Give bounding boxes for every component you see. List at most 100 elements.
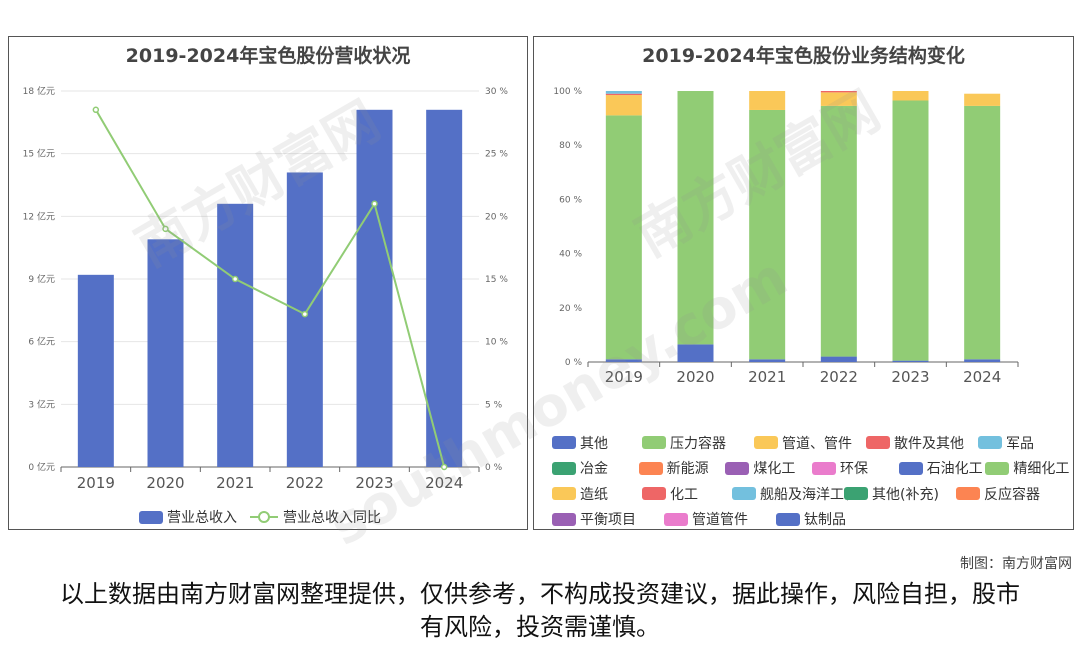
structure-chart-panel: 2019-2024年宝色股份业务结构变化 0 % 20 % 40 % 60 % 80 %…	[533, 36, 1074, 530]
y-right-tick-label: 0 %	[485, 463, 503, 473]
legend-item[interactable]: 散件及其他	[866, 433, 978, 453]
legend-swatch	[638, 461, 663, 475]
legend-growth-swatch	[250, 511, 278, 523]
growth-point	[92, 106, 100, 114]
legend-swatch	[552, 461, 576, 475]
legend-label: 化工	[670, 486, 698, 503]
legend-label: 散件及其他	[894, 435, 964, 452]
legend-item[interactable]: 平衡项目	[552, 509, 664, 529]
legend-label: 精细化工	[1013, 461, 1070, 478]
legend-item[interactable]: 新能源	[638, 458, 726, 478]
y-right-tick-label: 25 %	[485, 150, 508, 160]
y-right-tick-label: 10 %	[485, 338, 508, 348]
legend-item[interactable]: 压力容器	[642, 433, 754, 453]
x-tick-label: 2020	[146, 474, 184, 492]
y-right-tick-label: 30 %	[485, 87, 508, 97]
legend-item[interactable]: 环保	[812, 458, 899, 478]
legend-item[interactable]: 化工	[642, 484, 732, 504]
legend-label: 其他(补充)	[872, 486, 939, 503]
legend-swatch	[956, 487, 980, 501]
legend-swatch	[866, 436, 890, 450]
legend-label: 管道管件	[692, 512, 748, 529]
y-tick-label: 0 %	[565, 358, 583, 368]
y-tick-label: 40 %	[559, 250, 582, 260]
legend-item[interactable]: 煤化工	[725, 458, 812, 478]
legend-swatch	[898, 461, 923, 475]
legend-label: 新能源	[666, 461, 709, 478]
y-left-tick-label: 15 亿元	[23, 148, 55, 160]
growth-point	[371, 200, 378, 208]
legend-item[interactable]: 冶金	[552, 458, 639, 478]
legend-item[interactable]: 石油化工	[898, 458, 986, 478]
legend-item[interactable]: 造纸	[552, 484, 642, 504]
x-tick-label: 2021	[216, 474, 254, 492]
revenue-chart-svg: 0 亿元 3 亿元 6 亿元 9 亿元 12 亿元 15 亿元 18 亿元 0 % 5 % 10 …	[23, 85, 509, 492]
stack-segment	[964, 359, 1001, 362]
legend-label: 石油化工	[926, 461, 983, 478]
legend-item[interactable]: 舰船及海洋工程	[732, 484, 858, 504]
stack-segment	[820, 92, 857, 106]
y-tick-label: 20 %	[559, 304, 582, 314]
y-left-tick-label: 3 亿元	[28, 398, 55, 410]
y-right-tick-label: 20 %	[485, 212, 508, 222]
growth-point	[440, 463, 448, 471]
legend-revenue-swatch	[139, 510, 163, 524]
stack-segment	[605, 115, 642, 360]
y-left-tick-label: 9 亿元	[28, 273, 55, 285]
legend-row: 造纸 化工 舰船及海洋工程 其他(补充) 反应容器	[552, 481, 1072, 507]
legend-swatch	[725, 461, 750, 475]
growth-point	[231, 275, 239, 283]
stack-segment	[964, 105, 1001, 360]
legend-item[interactable]: 管道管件	[664, 509, 776, 529]
legend-item[interactable]: 精细化工	[985, 458, 1072, 478]
y-right-tick-label: 15 %	[485, 275, 508, 285]
legend-swatch	[732, 487, 756, 501]
stack-segment	[820, 91, 857, 93]
revenue-bar	[147, 239, 184, 467]
disclaimer-text: 以上数据由南方财富网整理提供，仅供参考，不构成投资建议，据此操作，风险自担，股市…	[60, 580, 1020, 641]
legend-label: 舰船及海洋工程	[760, 486, 858, 503]
legend-label: 环保	[840, 461, 869, 478]
stack-segment	[964, 93, 1001, 106]
legend-item[interactable]: 军品	[978, 433, 1068, 453]
x-tick-label: 2024	[963, 368, 1001, 386]
stack-segment	[677, 91, 714, 345]
y-left-tick-label: 6 亿元	[28, 336, 55, 348]
x-tick-label: 2024	[425, 474, 463, 492]
revenue-chart-legend: 营业总收入 营业总收入同比	[139, 507, 381, 527]
legend-item[interactable]: 其他	[552, 433, 642, 453]
stack-segment	[749, 359, 786, 362]
legend-label: 煤化工	[753, 461, 796, 478]
stack-segment	[749, 91, 786, 110]
growth-line	[94, 109, 446, 468]
legend-label: 管道、管件	[782, 435, 852, 452]
x-tick-label: 2020	[676, 368, 714, 386]
x-tick-label: 2023	[355, 474, 393, 492]
x-tick-label: 2019	[77, 474, 115, 492]
revenue-bar	[217, 203, 254, 468]
legend-item[interactable]: 其他(补充)	[844, 484, 956, 504]
legend-swatch	[985, 461, 1010, 475]
legend-label: 压力容器	[670, 435, 726, 452]
growth-point	[162, 225, 169, 233]
stack-segment	[605, 359, 642, 362]
y-left-tick-label: 18 亿元	[23, 85, 55, 97]
legend-row: 其他 压力容器 管道、管件 散件及其他 军品	[552, 430, 1072, 456]
stack-segment	[605, 93, 642, 96]
y-left-tick-label: 0 亿元	[28, 461, 55, 473]
legend-row: 冶金 新能源 煤化工 环保 石油化工 精细化工	[552, 456, 1072, 482]
legend-swatch	[812, 461, 837, 475]
legend-label: 造纸	[580, 486, 608, 503]
legend-item[interactable]: 钛制品	[776, 509, 866, 529]
stack-segment	[605, 91, 642, 94]
x-tick-label: 2023	[891, 368, 929, 386]
legend-item[interactable]: 反应容器	[956, 484, 1046, 504]
growth-point	[301, 310, 309, 318]
legend-swatch	[552, 436, 576, 450]
revenue-chart-panel: 2019-2024年宝色股份营收状况 0 亿元 3 亿元 6 亿元 9 亿元 12 亿元…	[8, 36, 528, 530]
revenue-bar	[426, 109, 463, 468]
stack-segment	[820, 356, 857, 362]
legend-swatch	[754, 436, 778, 450]
legend-item[interactable]: 管道、管件	[754, 433, 866, 453]
structure-chart-svg: 0 % 20 % 40 % 60 % 80 % 100 % 2019 2020 2021 2022…	[553, 87, 1019, 386]
